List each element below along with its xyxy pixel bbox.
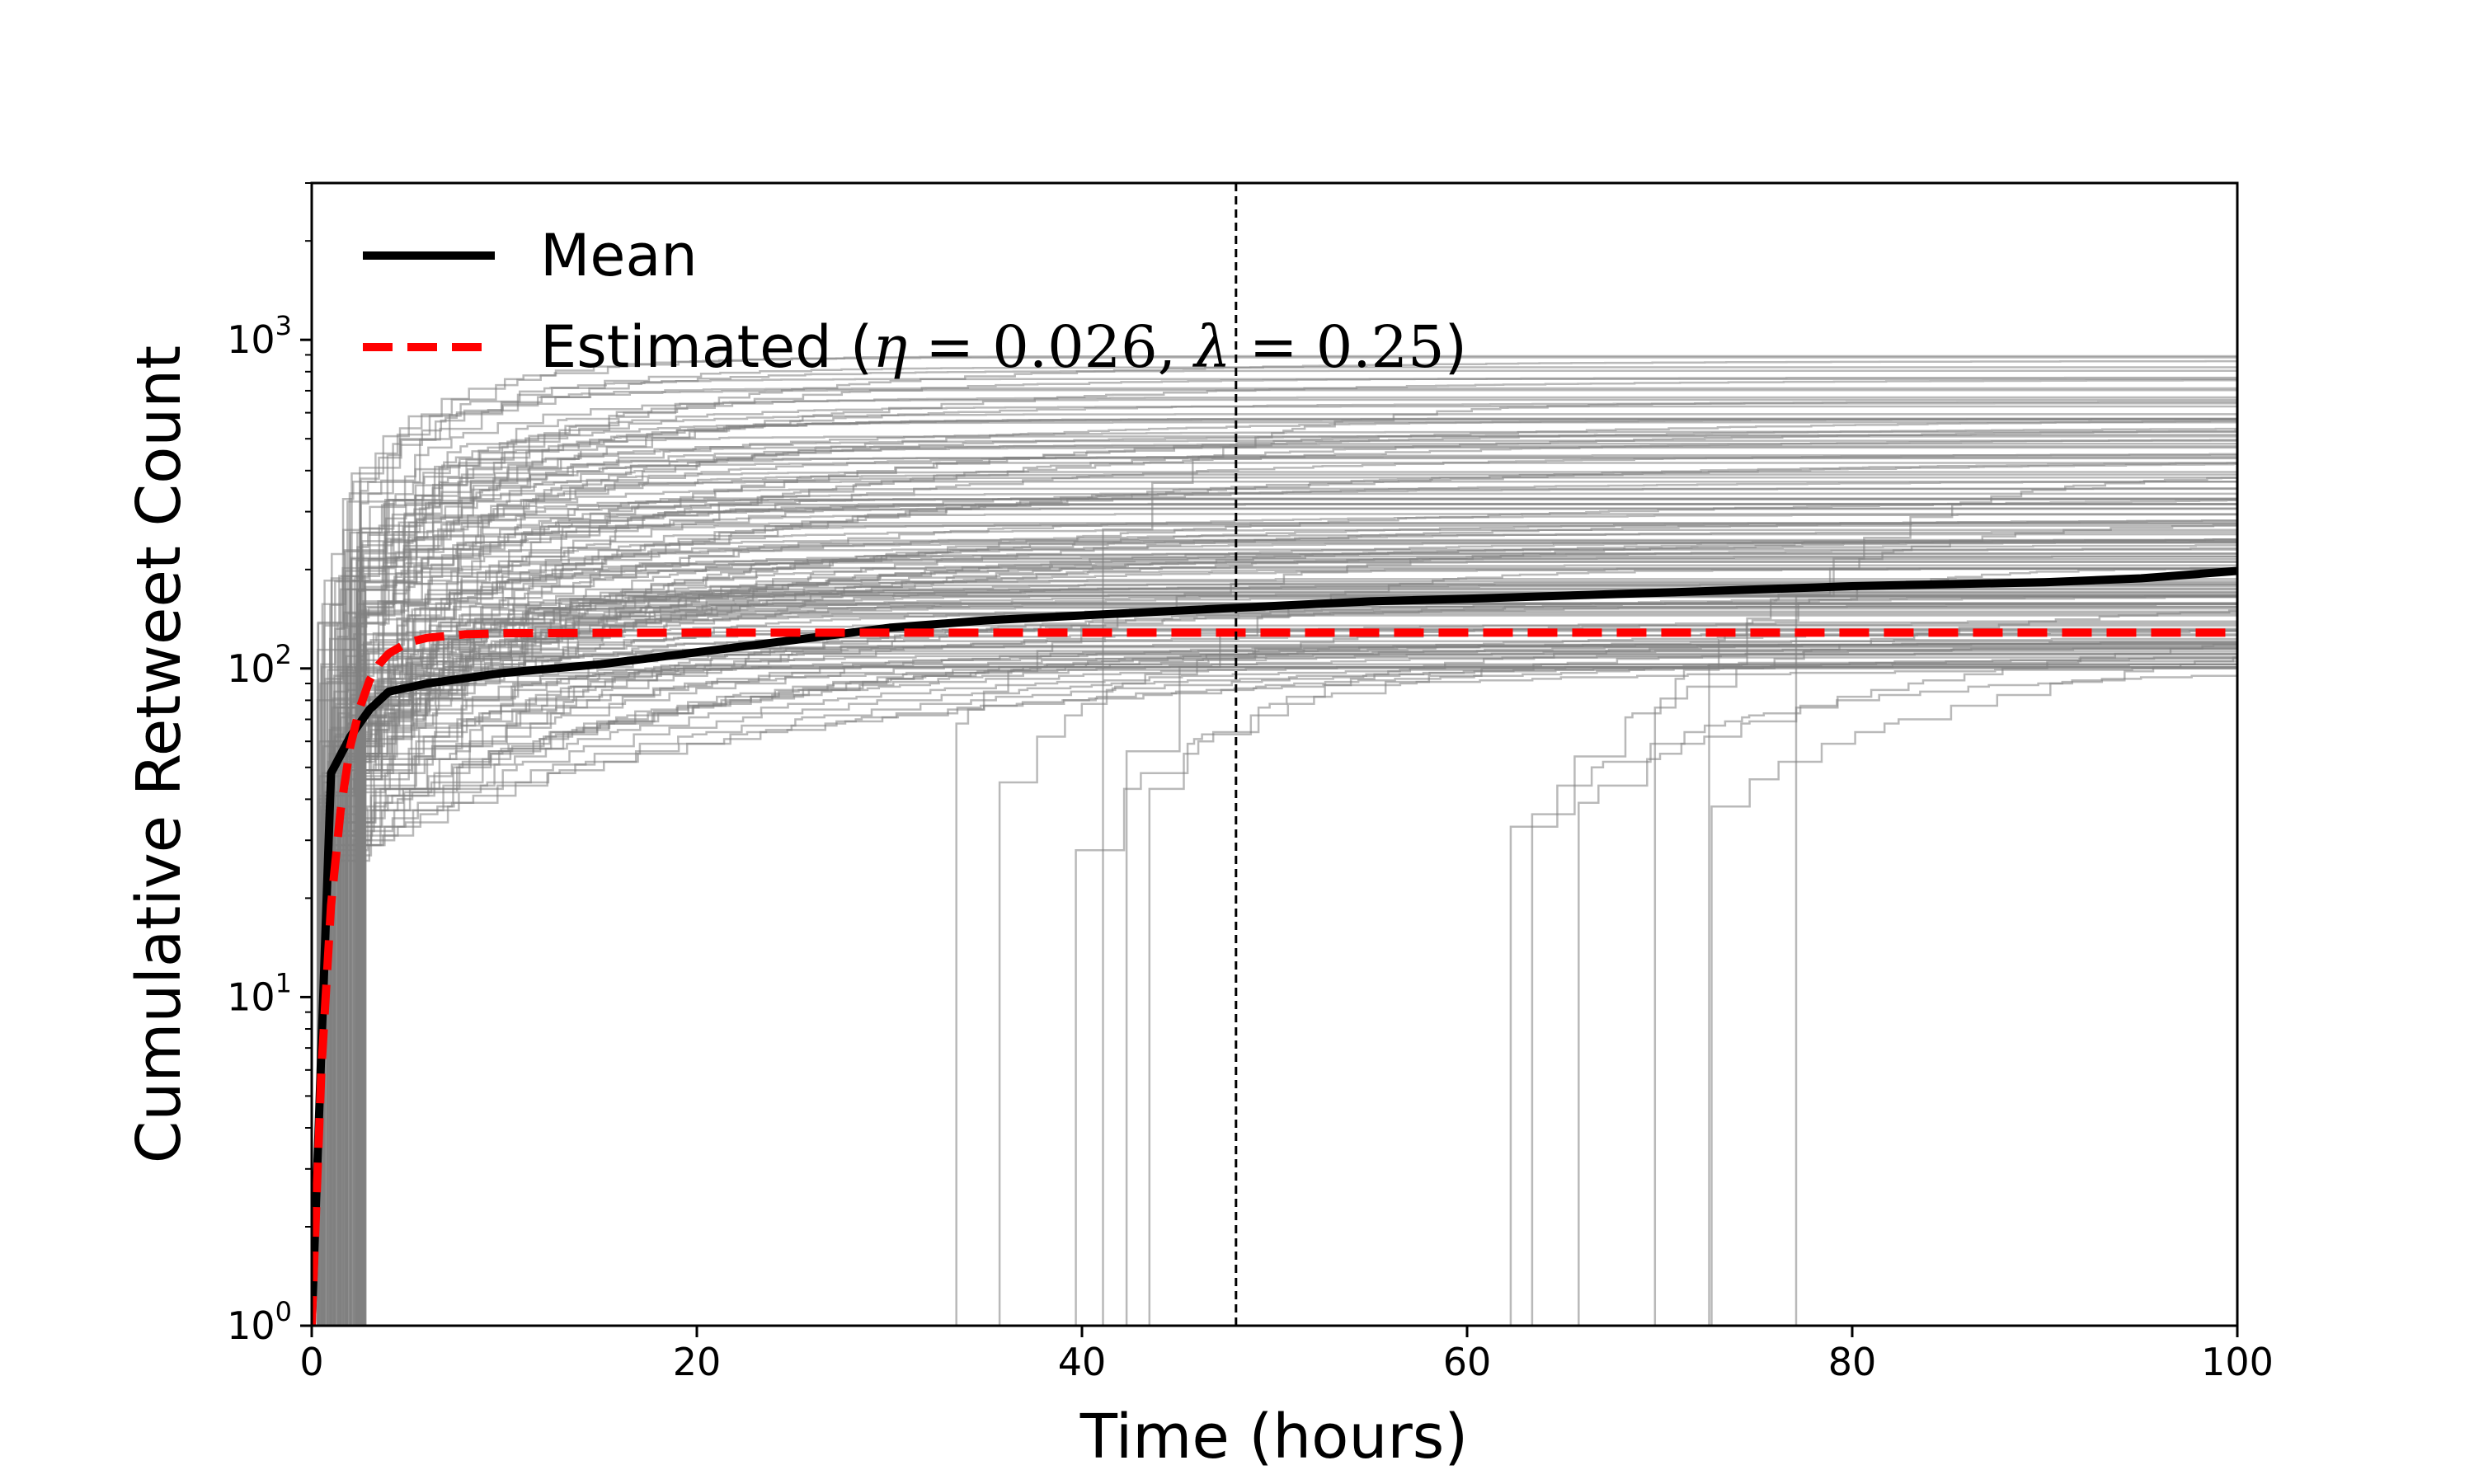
x-axis-label: Time (hours) <box>1079 1402 1468 1472</box>
cascade-line <box>312 594 2237 1326</box>
cascade-line <box>312 660 2237 1326</box>
cascade-line <box>312 561 2237 1326</box>
legend-mean-label: Mean <box>540 222 698 289</box>
cascade-line <box>312 355 2237 1326</box>
cascade-line <box>312 463 2237 1326</box>
cascade-line <box>312 567 2237 1326</box>
x-tick-label: 20 <box>673 1340 722 1384</box>
x-tick-label: 0 <box>299 1340 323 1384</box>
cascade-line <box>312 430 2237 1326</box>
cascade-line <box>312 552 2237 1326</box>
cascade-line <box>312 418 2237 1326</box>
legend-estimated-prefix: Estimated ( <box>540 313 872 381</box>
x-tick-label: 60 <box>1443 1340 1492 1384</box>
legend-lambda-value: 0.25 <box>1316 313 1445 381</box>
legend-estimated-suffix: ) <box>1445 313 1467 381</box>
cascade-line <box>312 413 2237 1326</box>
cascade-line <box>312 594 2237 1326</box>
y-axis-label: Cumulative Retweet Count <box>124 345 195 1163</box>
y-tick-label: 103 <box>227 310 292 362</box>
y-axis-ticks: 100 101 102 103 <box>227 182 312 1348</box>
cascade-line <box>312 667 2237 1326</box>
cascade-line <box>312 540 2237 1326</box>
cascade-line <box>312 555 2237 1326</box>
cascade-line <box>312 581 2237 1326</box>
cascade-line <box>312 513 2237 1326</box>
cascade-line <box>312 595 2237 1326</box>
cascade-line <box>312 503 2237 1326</box>
cascade-line <box>312 538 2237 1326</box>
cascade-line <box>312 398 2237 1326</box>
x-axis-ticks: 0 20 40 60 80 100 <box>299 1326 2274 1384</box>
cascade-line <box>312 438 2237 1326</box>
legend-eta-symbol: η <box>872 313 907 381</box>
series-layer <box>312 566 2237 1326</box>
legend-estimated-label: Estimated (η = 0.026, λ = 0.25) <box>540 313 1467 381</box>
cascade-line <box>312 387 2237 1326</box>
cascade-line <box>312 420 2237 1326</box>
cascade-line <box>312 656 2237 1326</box>
cascade-line <box>312 580 2237 1326</box>
plot-frame <box>310 181 2239 1327</box>
cascade-line <box>312 522 2237 1326</box>
legend-lambda-symbol: λ <box>1192 313 1230 381</box>
cascade-line <box>1109 641 2237 1326</box>
cascade-line <box>312 593 2237 1326</box>
cascade-line <box>312 396 2237 1326</box>
cascade-line <box>312 481 2237 1326</box>
cascade-line <box>312 507 2237 1326</box>
y-tick-label: 101 <box>227 967 292 1019</box>
cascade-line <box>312 453 2237 1326</box>
cascade-line <box>312 548 2237 1326</box>
cascade-line <box>312 457 2237 1326</box>
cascade-line <box>312 366 2237 1326</box>
estimated-series-line <box>312 628 2237 1326</box>
cascade-line <box>312 650 2237 1326</box>
cascade-line <box>312 497 2237 1326</box>
cascade-line <box>312 528 2237 1326</box>
cascade-line <box>312 614 2237 1326</box>
x-tick-label: 100 <box>2201 1340 2274 1384</box>
y-tick-label: 100 <box>227 1296 292 1348</box>
background-cascades <box>312 355 2237 1326</box>
cascade-line <box>312 476 2237 1326</box>
x-tick-label: 40 <box>1058 1340 1107 1384</box>
cascade-line <box>312 369 2237 1326</box>
cascade-line <box>1696 655 2237 1326</box>
x-tick-label: 80 <box>1828 1340 1877 1384</box>
cascade-line <box>312 492 2237 1326</box>
cascade-line <box>312 663 2237 1326</box>
cascade-line <box>312 434 2237 1326</box>
y-tick-label: 102 <box>227 639 292 691</box>
cascade-line <box>312 533 2237 1326</box>
mean-series-line <box>312 566 2237 1326</box>
cascade-line <box>312 376 2237 1326</box>
legend-eta-value: 0.026 <box>992 313 1157 381</box>
cascade-line <box>312 656 2237 1326</box>
legend: Mean Estimated (η = 0.026, λ = 0.25) <box>363 222 1467 381</box>
